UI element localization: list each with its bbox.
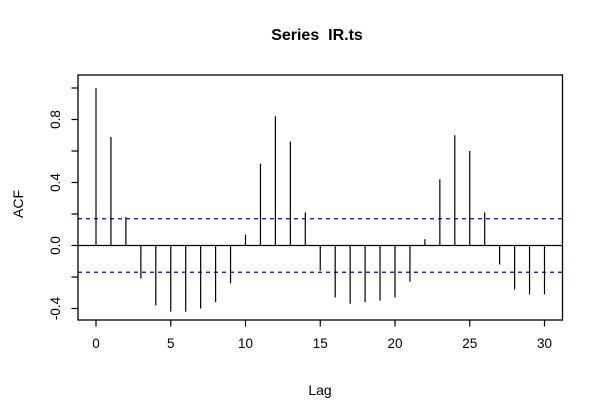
plot-frame xyxy=(77,74,564,321)
x-tick-label: 5 xyxy=(167,336,175,351)
acf-spikes-layer xyxy=(95,88,546,312)
x-tick-label: 15 xyxy=(313,336,328,351)
confidence-bands-layer xyxy=(78,218,563,273)
x-tick-label: 0 xyxy=(92,336,100,351)
y-tick-label: -0.4 xyxy=(48,296,63,320)
x-tick-label: 20 xyxy=(387,336,402,351)
x-tick-label: 30 xyxy=(537,336,552,351)
y-tick-label: 0.0 xyxy=(48,236,63,255)
x-tick-label: 25 xyxy=(462,336,477,351)
y-tick-label: 0.4 xyxy=(48,173,63,192)
plot-title: Series IR.ts xyxy=(271,27,363,44)
y-tick-label: 0.8 xyxy=(48,110,63,129)
x-tick-label: 10 xyxy=(238,336,253,351)
x-axis-title: Lag xyxy=(308,382,331,398)
axes-layer: 0 5 10 15 20 25 30 -0.4 0.0 0.4 0.8 xyxy=(48,74,564,351)
y-axis-title: ACF xyxy=(10,190,26,218)
